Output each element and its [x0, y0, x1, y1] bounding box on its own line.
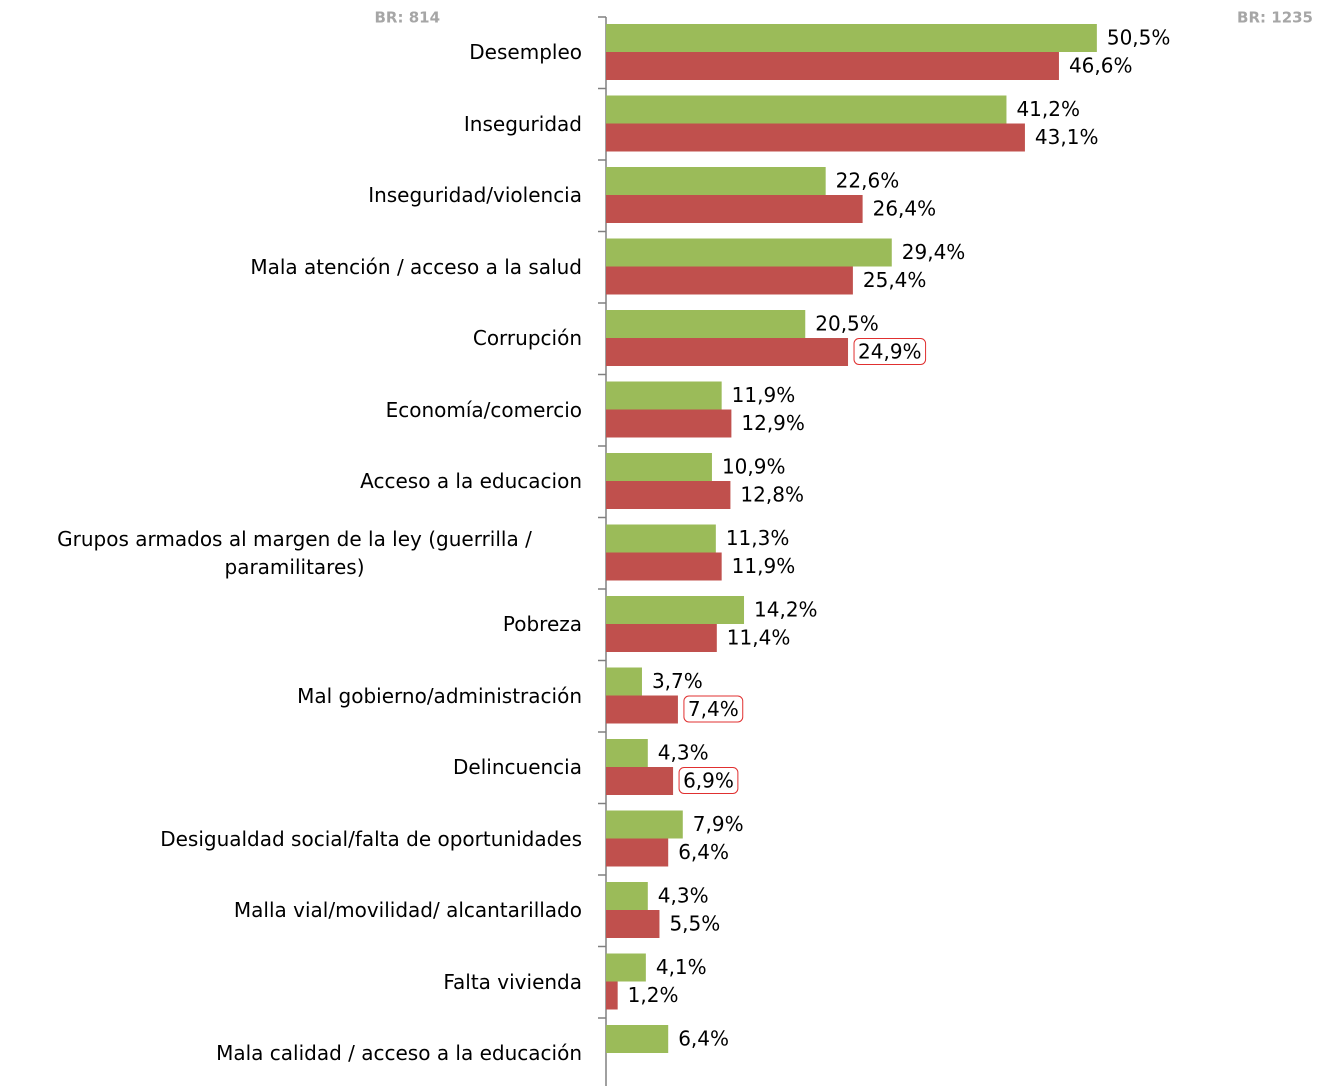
category-label-box: Mala calidad / acceso a la educación	[2, 1039, 582, 1067]
bar	[606, 338, 849, 366]
value-label: 6,4%	[678, 1027, 729, 1051]
value-label: 11,9%	[732, 383, 796, 407]
category-label-box: Delincuencia	[2, 753, 582, 781]
category-label: Inseguridad/violencia	[368, 183, 582, 207]
bar	[606, 910, 660, 938]
value-label: 41,2%	[1016, 97, 1080, 121]
bar	[606, 767, 674, 795]
bar	[606, 524, 716, 553]
bar	[606, 838, 669, 867]
bar	[606, 1025, 669, 1053]
bar	[606, 453, 712, 481]
category-label-box: Economía/comercio	[2, 396, 582, 424]
category-label: Pobreza	[502, 612, 582, 636]
value-label: 26,4%	[873, 197, 937, 221]
value-label: 7,9%	[693, 812, 744, 836]
annotation: BR: 1235	[1237, 9, 1313, 27]
value-label: 11,9%	[732, 554, 796, 578]
category-label-box: Malla vial/movilidad/ alcantarillado	[2, 896, 582, 924]
category-label-box: Mala atención / acceso a la salud	[2, 253, 582, 281]
category-label: Desempleo	[469, 40, 582, 64]
bar	[606, 596, 745, 624]
category-label: Corrupción	[472, 326, 582, 350]
value-label: 7,4%	[688, 697, 739, 721]
value-label: 12,8%	[740, 483, 804, 507]
category-label-box: Corrupción	[2, 324, 582, 352]
bar	[606, 266, 853, 295]
annotation: BR: 814	[374, 9, 440, 27]
bar	[606, 95, 1007, 124]
value-label: 20,5%	[815, 312, 879, 336]
bar	[606, 695, 678, 724]
bar	[606, 381, 722, 410]
bar	[606, 195, 863, 223]
value-label: 3,7%	[652, 669, 703, 693]
value-label: 50,5%	[1107, 26, 1171, 50]
bar	[606, 981, 618, 1010]
value-label: 22,6%	[836, 169, 900, 193]
category-label-box: Falta vivienda	[2, 968, 582, 996]
value-label: 29,4%	[902, 240, 966, 264]
bar	[606, 238, 892, 267]
bar	[606, 953, 646, 982]
category-label: Economía/comercio	[385, 397, 582, 422]
bar	[606, 167, 826, 195]
value-label: 24,9%	[858, 340, 922, 364]
bar	[606, 667, 642, 696]
value-label: 12,9%	[741, 411, 805, 435]
category-label: Inseguridad	[463, 111, 582, 136]
category-label: Desigualdad social/falta de oportunidade…	[160, 826, 582, 851]
bar	[606, 739, 648, 767]
value-label: 6,4%	[678, 840, 729, 864]
value-label: 4,1%	[656, 955, 707, 979]
value-label: 1,2%	[628, 983, 679, 1007]
category-label-box: Mal gobierno/administración	[2, 682, 582, 710]
value-label: 5,5%	[669, 912, 720, 936]
category-label-box: Pobreza	[2, 610, 582, 638]
category-label-box: Grupos armados al margen de la ley (guer…	[2, 525, 582, 581]
bar	[606, 24, 1097, 52]
category-label-box: Inseguridad	[2, 110, 582, 138]
highlight-box	[683, 695, 744, 723]
category-label-box: Desempleo	[2, 38, 582, 66]
category-label: Grupos armados al margen de la ley (guer…	[57, 526, 532, 579]
category-label-box: Acceso a la educacion	[2, 467, 582, 495]
bar	[606, 52, 1059, 80]
bar	[606, 882, 648, 910]
highlight-box	[678, 767, 739, 794]
bar	[606, 624, 717, 652]
value-label: 46,6%	[1069, 54, 1133, 78]
value-label: 11,4%	[727, 626, 791, 650]
value-label: 11,3%	[726, 526, 790, 550]
value-label: 43,1%	[1035, 125, 1099, 149]
bar	[606, 810, 683, 839]
value-label: 4,3%	[658, 741, 709, 765]
category-label-box: Inseguridad/violencia	[2, 181, 582, 209]
bar	[606, 409, 732, 438]
value-label: 6,9%	[683, 769, 734, 793]
category-label: Falta vivienda	[443, 969, 582, 994]
value-label: 4,3%	[658, 884, 709, 908]
bar	[606, 310, 806, 338]
category-label: Mal gobierno/administración	[297, 683, 582, 708]
category-label: Mala calidad / acceso a la educación	[216, 1041, 582, 1065]
bar	[606, 481, 731, 509]
bar	[606, 552, 722, 581]
value-label: 25,4%	[863, 268, 927, 292]
bar	[606, 123, 1025, 152]
highlight-box	[853, 338, 927, 365]
category-label: Acceso a la educacion	[360, 469, 582, 493]
value-label: 14,2%	[754, 598, 818, 622]
category-label-box: Desigualdad social/falta de oportunidade…	[2, 825, 582, 853]
category-label: Delincuencia	[453, 755, 582, 779]
value-label: 10,9%	[722, 455, 786, 479]
category-label: Mala atención / acceso a la salud	[250, 254, 582, 279]
category-label: Malla vial/movilidad/ alcantarillado	[233, 898, 582, 922]
